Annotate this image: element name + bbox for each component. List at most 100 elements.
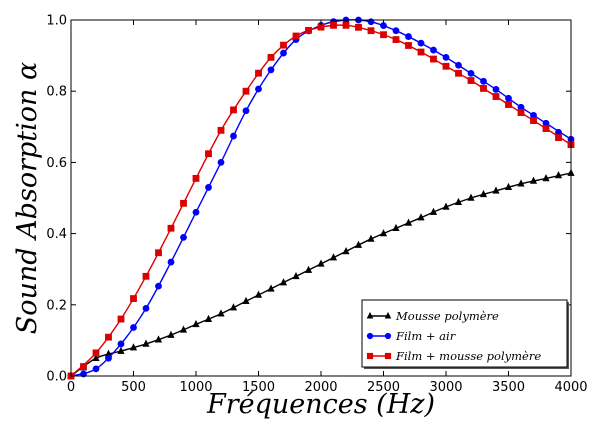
data-point bbox=[542, 125, 550, 132]
y-tick-label: 0.0 bbox=[46, 370, 67, 385]
data-point bbox=[467, 77, 475, 84]
series-1 bbox=[67, 168, 575, 379]
data-point bbox=[505, 101, 512, 108]
data-point bbox=[355, 23, 362, 31]
data-point bbox=[117, 340, 125, 348]
data-point bbox=[180, 199, 187, 207]
data-point bbox=[229, 303, 238, 311]
data-point bbox=[379, 229, 388, 237]
data-point bbox=[304, 265, 313, 273]
data-point bbox=[467, 193, 475, 201]
data-point bbox=[154, 335, 163, 343]
data-point bbox=[180, 233, 187, 241]
data-point bbox=[155, 249, 162, 257]
data-point bbox=[280, 41, 287, 49]
data-point bbox=[404, 218, 413, 226]
legend-marker bbox=[384, 332, 392, 340]
data-point bbox=[217, 309, 225, 317]
data-point bbox=[267, 53, 275, 61]
data-point bbox=[117, 346, 125, 354]
data-point bbox=[405, 33, 412, 40]
data-point bbox=[130, 295, 137, 302]
legend-label: Film + air bbox=[395, 329, 457, 343]
data-point bbox=[517, 179, 525, 187]
data-point bbox=[392, 36, 400, 43]
data-point bbox=[417, 39, 425, 47]
data-point bbox=[530, 117, 537, 124]
x-tick-label: 3000 bbox=[429, 380, 462, 395]
data-point bbox=[555, 134, 562, 141]
data-point bbox=[242, 87, 250, 95]
x-tick-label: 1500 bbox=[242, 380, 275, 395]
data-point bbox=[480, 85, 487, 92]
data-point bbox=[430, 46, 437, 54]
data-point bbox=[92, 349, 100, 357]
data-point bbox=[492, 86, 500, 93]
data-point bbox=[92, 365, 100, 373]
data-point bbox=[505, 94, 512, 102]
data-point bbox=[280, 49, 287, 57]
data-point bbox=[354, 240, 363, 248]
data-point bbox=[454, 197, 463, 206]
data-point bbox=[279, 278, 288, 286]
data-point bbox=[117, 315, 125, 323]
data-point bbox=[267, 66, 275, 74]
legend-label: Mousse polymère bbox=[395, 309, 499, 323]
data-point bbox=[267, 284, 275, 292]
legend-marker bbox=[384, 311, 392, 319]
data-point bbox=[192, 175, 200, 182]
data-point bbox=[217, 158, 225, 166]
data-point bbox=[492, 93, 500, 100]
x-axis-title: Fréquences (Hz) bbox=[206, 389, 435, 420]
data-point bbox=[292, 271, 300, 280]
data-point bbox=[405, 42, 412, 49]
data-point bbox=[142, 304, 150, 312]
data-point bbox=[205, 184, 212, 191]
legend-box bbox=[361, 299, 568, 368]
data-point bbox=[105, 354, 112, 362]
data-point bbox=[342, 21, 350, 29]
data-point bbox=[504, 182, 513, 191]
y-tick-label: 0.2 bbox=[46, 298, 67, 313]
data-point bbox=[204, 314, 213, 322]
legend-marker bbox=[366, 332, 374, 340]
data-point bbox=[317, 259, 325, 267]
data-point bbox=[330, 21, 337, 29]
data-point bbox=[255, 69, 262, 77]
legend-marker bbox=[366, 352, 374, 360]
data-point bbox=[192, 208, 200, 216]
y-tick-label: 0.8 bbox=[46, 85, 67, 100]
data-point bbox=[392, 27, 400, 35]
data-point bbox=[92, 353, 100, 362]
data-point bbox=[105, 333, 112, 341]
legend-entry: Mousse polymère bbox=[366, 309, 499, 323]
series-3 bbox=[67, 21, 575, 380]
data-point bbox=[242, 107, 250, 115]
data-point bbox=[442, 62, 450, 70]
data-point bbox=[230, 132, 237, 140]
data-point bbox=[480, 77, 487, 85]
data-point bbox=[554, 171, 563, 179]
x-tick-label: 1000 bbox=[179, 380, 212, 395]
data-point bbox=[367, 27, 375, 35]
data-point bbox=[242, 296, 250, 305]
data-point bbox=[380, 31, 387, 39]
data-point bbox=[130, 324, 137, 331]
data-point bbox=[455, 69, 462, 77]
data-point bbox=[167, 258, 175, 266]
data-point bbox=[254, 290, 263, 298]
data-point bbox=[342, 247, 350, 255]
legend-entry: Film + mousse polymère bbox=[366, 349, 541, 363]
data-point bbox=[442, 202, 450, 210]
data-point bbox=[167, 224, 175, 232]
data-point bbox=[192, 320, 200, 328]
legend-marker bbox=[366, 311, 374, 319]
data-point bbox=[529, 176, 538, 184]
y-axis: 0.0 0.2 0.4 0.6 0.8 1.0 bbox=[46, 14, 571, 385]
x-tick-label: 2500 bbox=[367, 380, 400, 395]
x-axis: 0 500 1000 1500 2000 2500 3000 3500 4000 bbox=[67, 20, 588, 395]
data-point bbox=[129, 343, 138, 351]
data-point bbox=[80, 363, 87, 370]
x-tick-label: 500 bbox=[121, 380, 146, 395]
